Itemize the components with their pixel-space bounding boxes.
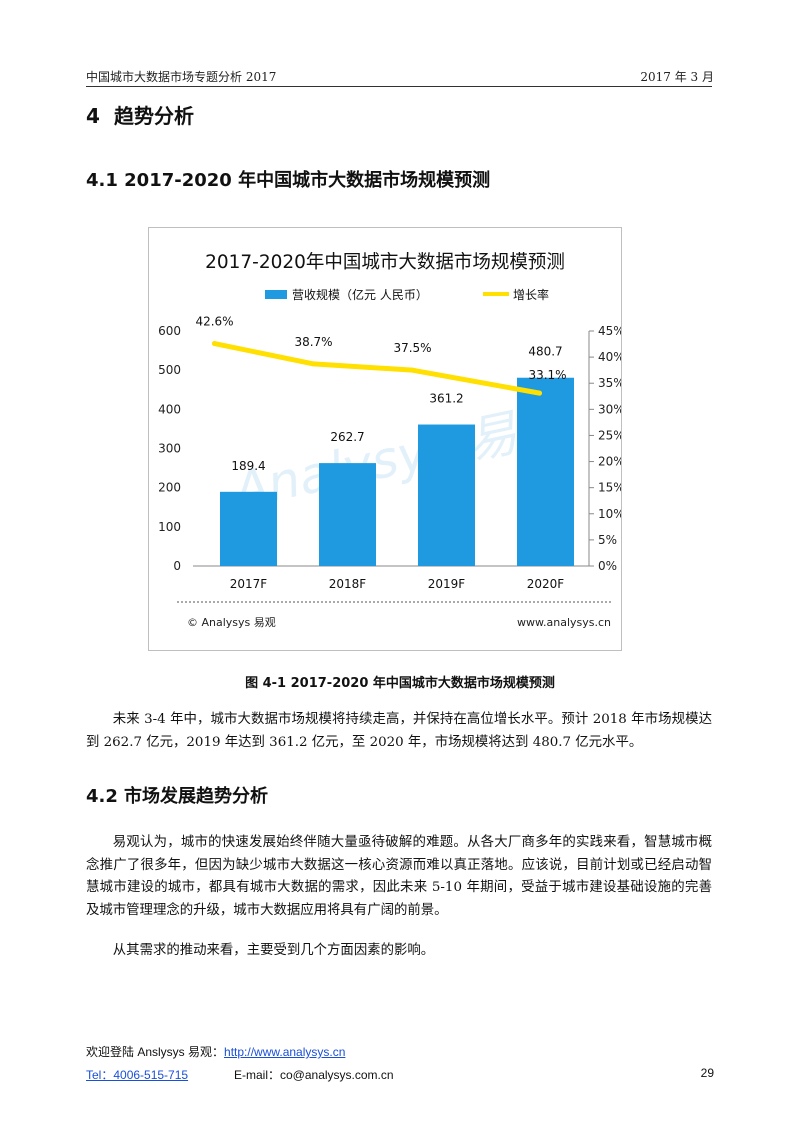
chart-source-right: www.analysys.cn	[517, 616, 611, 629]
bar-value-label: 480.7	[528, 345, 562, 359]
chart-source-left: © Analysys 易观	[187, 616, 276, 629]
bar-2020F	[517, 377, 574, 566]
bar-value-label: 262.7	[330, 430, 364, 444]
subsection-number: 4.2	[86, 786, 118, 807]
growth-value-label: 37.5%	[393, 341, 431, 355]
paragraph-drivers: 从其需求的推动来看，主要受到几个方面因素的影响。	[112, 943, 435, 958]
section-number: 4	[86, 104, 100, 128]
footer-url-link[interactable]: http://www.analysys.cn	[224, 1045, 346, 1059]
y-left-tick-label: 600	[158, 324, 181, 338]
growth-value-label: 33.1%	[528, 368, 566, 382]
subsection-title: 市场发展趋势分析	[124, 786, 268, 807]
section-title: 趋势分析	[114, 104, 194, 128]
y-right-tick-label: 5%	[598, 533, 617, 547]
subsection-heading-4-2: 4.2 市场发展趋势分析	[86, 782, 268, 808]
page-number: 29	[700, 1066, 714, 1080]
paragraph-trend: 易观认为，城市的快速发展始终伴随大量亟待破解的难题。从各大厂商多年的实践来看，智…	[86, 835, 712, 918]
x-tick-label: 2020F	[527, 577, 565, 591]
x-tick-label: 2018F	[329, 577, 367, 591]
y-right-tick-label: 45%	[598, 324, 621, 338]
section-heading: 4 趋势分析	[86, 100, 194, 129]
footer-welcome: 欢迎登陆 Anslysys 易观：http://www.analysys.cn	[86, 1043, 345, 1060]
y-left-tick-label: 200	[158, 481, 181, 495]
footer-email: E-mail：co@analysys.com.cn	[234, 1068, 394, 1082]
bar-2019F	[418, 424, 475, 566]
footer-tel[interactable]: Tel：4006-515-715	[86, 1068, 189, 1082]
growth-value-label: 38.7%	[294, 335, 332, 349]
growth-point	[311, 361, 316, 367]
chart-axes: 0 100 200 300 400 500 600 0% 5% 10% 15% 20% 25% 30% 35…	[158, 324, 625, 591]
y-right-tick-label: 40%	[598, 350, 621, 364]
header-rule	[86, 86, 712, 87]
y-right-tick-label: 20%	[598, 455, 621, 469]
bar-value-label: 189.4	[231, 459, 265, 473]
y-left-tick-label: 300	[158, 442, 181, 456]
bar-2017F	[220, 491, 277, 566]
y-left-tick-label: 0	[173, 559, 181, 573]
subsection-heading-4-1: 4.1 2017-2020 年中国城市大数据市场规模预测	[86, 170, 491, 191]
legend-swatch-bar	[265, 290, 287, 299]
y-right-tick-label: 25%	[598, 428, 621, 442]
footer-welcome-text: 欢迎登陆 Anslysys 易观：	[86, 1045, 225, 1059]
growth-line	[212, 341, 542, 396]
data-labels: 189.4 262.7 361.2 480.7 42.6% 38.7% 37.5% 33.1%	[195, 315, 566, 473]
x-tick-label: 2019F	[428, 577, 466, 591]
legend-label-bar: 营收规模（亿元 人民币）	[292, 287, 428, 302]
market-size-chart: 2017-2020年中国城市大数据市场规模预测 营收规模（亿元 人民币） 增长率…	[158, 252, 625, 629]
chart-title: 2017-2020年中国城市大数据市场规模预测	[205, 252, 565, 273]
bar-2018F	[319, 463, 376, 566]
growth-value-label: 42.6%	[195, 315, 233, 329]
bar-value-label: 361.2	[429, 392, 463, 406]
paragraph-forecast: 未来 3-4 年中，城市大数据市场规模将持续走高，并保持在高位增长水平。预计 2…	[86, 712, 712, 750]
figure-caption: 图 4-1 2017-2020 年中国城市大数据市场规模预测	[245, 676, 555, 691]
growth-point	[410, 367, 415, 373]
growth-line-series	[212, 341, 542, 396]
growth-point	[212, 341, 217, 347]
y-left-tick-label: 500	[158, 363, 181, 377]
header-date: 2017 年 3 月	[640, 70, 714, 84]
x-tick-label: 2017F	[230, 577, 268, 591]
y-left-tick-label: 100	[158, 520, 181, 534]
y-right-tick-label: 15%	[598, 481, 621, 495]
legend-label-line: 增长率	[513, 287, 549, 302]
chart-legend: 营收规模（亿元 人民币） 增长率	[265, 287, 549, 302]
header-title: 中国城市大数据市场专题分析 2017	[86, 70, 277, 84]
growth-point	[537, 390, 542, 396]
y-right-tick-label: 0%	[598, 559, 617, 573]
bar-series	[220, 377, 574, 566]
y-right-tick-label: 35%	[598, 376, 621, 390]
chart-container: 2017-2020年中国城市大数据市场规模预测 营收规模（亿元 人民币） 增长率…	[148, 227, 625, 651]
y-right-tick-label: 10%	[598, 507, 621, 521]
y-right-tick-label: 30%	[598, 402, 621, 416]
y-left-tick-label: 400	[158, 402, 181, 416]
legend-swatch-line	[483, 292, 509, 296]
